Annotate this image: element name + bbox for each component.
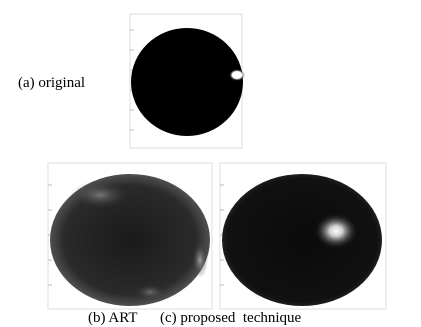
panel-label: (b) ART [88, 310, 138, 326]
panel-label: (c) proposed technique [160, 310, 302, 326]
panel-b: (b) ART [48, 163, 212, 326]
panel-a: (a) original [18, 14, 245, 148]
bright-spot [229, 69, 245, 81]
image-proposed [222, 174, 382, 306]
artifact [134, 284, 166, 300]
image-original [131, 28, 243, 136]
figure: (a) original (b) ART (c) proposed techni… [0, 0, 421, 327]
artifact [70, 181, 130, 209]
bright-spot [314, 213, 358, 249]
artifact [192, 242, 208, 278]
panel-label: (a) original [18, 75, 85, 91]
page: (a) original (b) ART (c) proposed techni… [0, 0, 421, 327]
